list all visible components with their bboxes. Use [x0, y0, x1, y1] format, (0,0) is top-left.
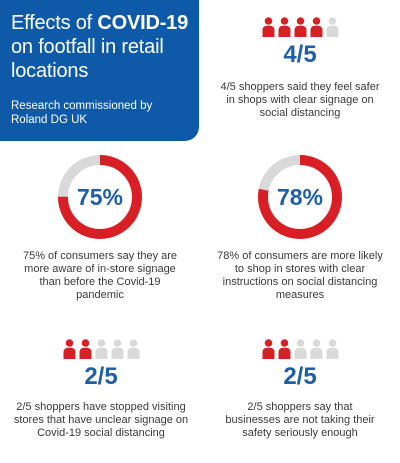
- person-icon: [294, 339, 306, 359]
- stat-stopped-visiting: 2/5 2/5 shoppers have stopped visiting s…: [6, 339, 196, 440]
- donut-label: 78%: [276, 183, 324, 210]
- person-icon: [79, 339, 91, 359]
- stat-description: 2/5 shoppers have stopped visiting store…: [13, 401, 189, 439]
- donut-label: 75%: [76, 183, 124, 210]
- donut-75: 75%: [57, 154, 143, 240]
- person-icon: [95, 339, 107, 359]
- person-icon: [262, 339, 274, 359]
- stat-aware-signage: 75% 75% of consumers say they are more a…: [14, 154, 186, 302]
- people-row: [6, 339, 196, 359]
- stat-description: 2/5 shoppers say that businesses are not…: [225, 401, 375, 439]
- title-part2: on footfall in retail locations: [11, 36, 164, 82]
- person-icon: [310, 17, 322, 37]
- stat-value: 2/5: [283, 363, 317, 390]
- title-card: Effects of COVID-19 on footfall in retai…: [0, 0, 199, 141]
- stat-value: 2/5: [84, 363, 118, 390]
- stat-description: 4/5 shoppers said they feel safer in sho…: [220, 81, 380, 119]
- title-part1: Effects of: [11, 12, 98, 34]
- person-icon: [278, 339, 290, 359]
- person-icon: [294, 17, 306, 37]
- people-row: [210, 17, 390, 37]
- stat-value: 4/5: [283, 41, 317, 68]
- title-strong: COVID-19: [97, 12, 189, 34]
- person-icon: [278, 17, 290, 37]
- person-icon: [310, 339, 322, 359]
- person-icon: [63, 339, 75, 359]
- stat-description: 78% of consumers are more likely to shop…: [217, 250, 383, 301]
- stat-signage-safety: 4/5 4/5 shoppers said they feel safer in…: [210, 17, 390, 120]
- page-title: Effects of COVID-19 on footfall in retai…: [11, 11, 189, 83]
- person-icon: [326, 339, 338, 359]
- people-row: [210, 339, 390, 359]
- donut-ring: [58, 155, 142, 239]
- subtitle: Research commissioned by Roland DG UK: [11, 100, 153, 126]
- person-icon: [127, 339, 139, 359]
- person-icon: [262, 17, 274, 37]
- donut-ring: [258, 155, 342, 239]
- person-icon: [111, 339, 123, 359]
- donut-fill: [58, 155, 142, 239]
- stat-likely-shop: 78% 78% of consumers are more likely to …: [210, 154, 390, 302]
- donut-fill: [258, 155, 342, 239]
- donut-78: 78%: [257, 154, 343, 240]
- person-icon: [326, 17, 338, 37]
- stat-description: 75% of consumers say they are more aware…: [22, 250, 178, 301]
- stat-not-serious: 2/5 2/5 shoppers say that businesses are…: [210, 339, 390, 440]
